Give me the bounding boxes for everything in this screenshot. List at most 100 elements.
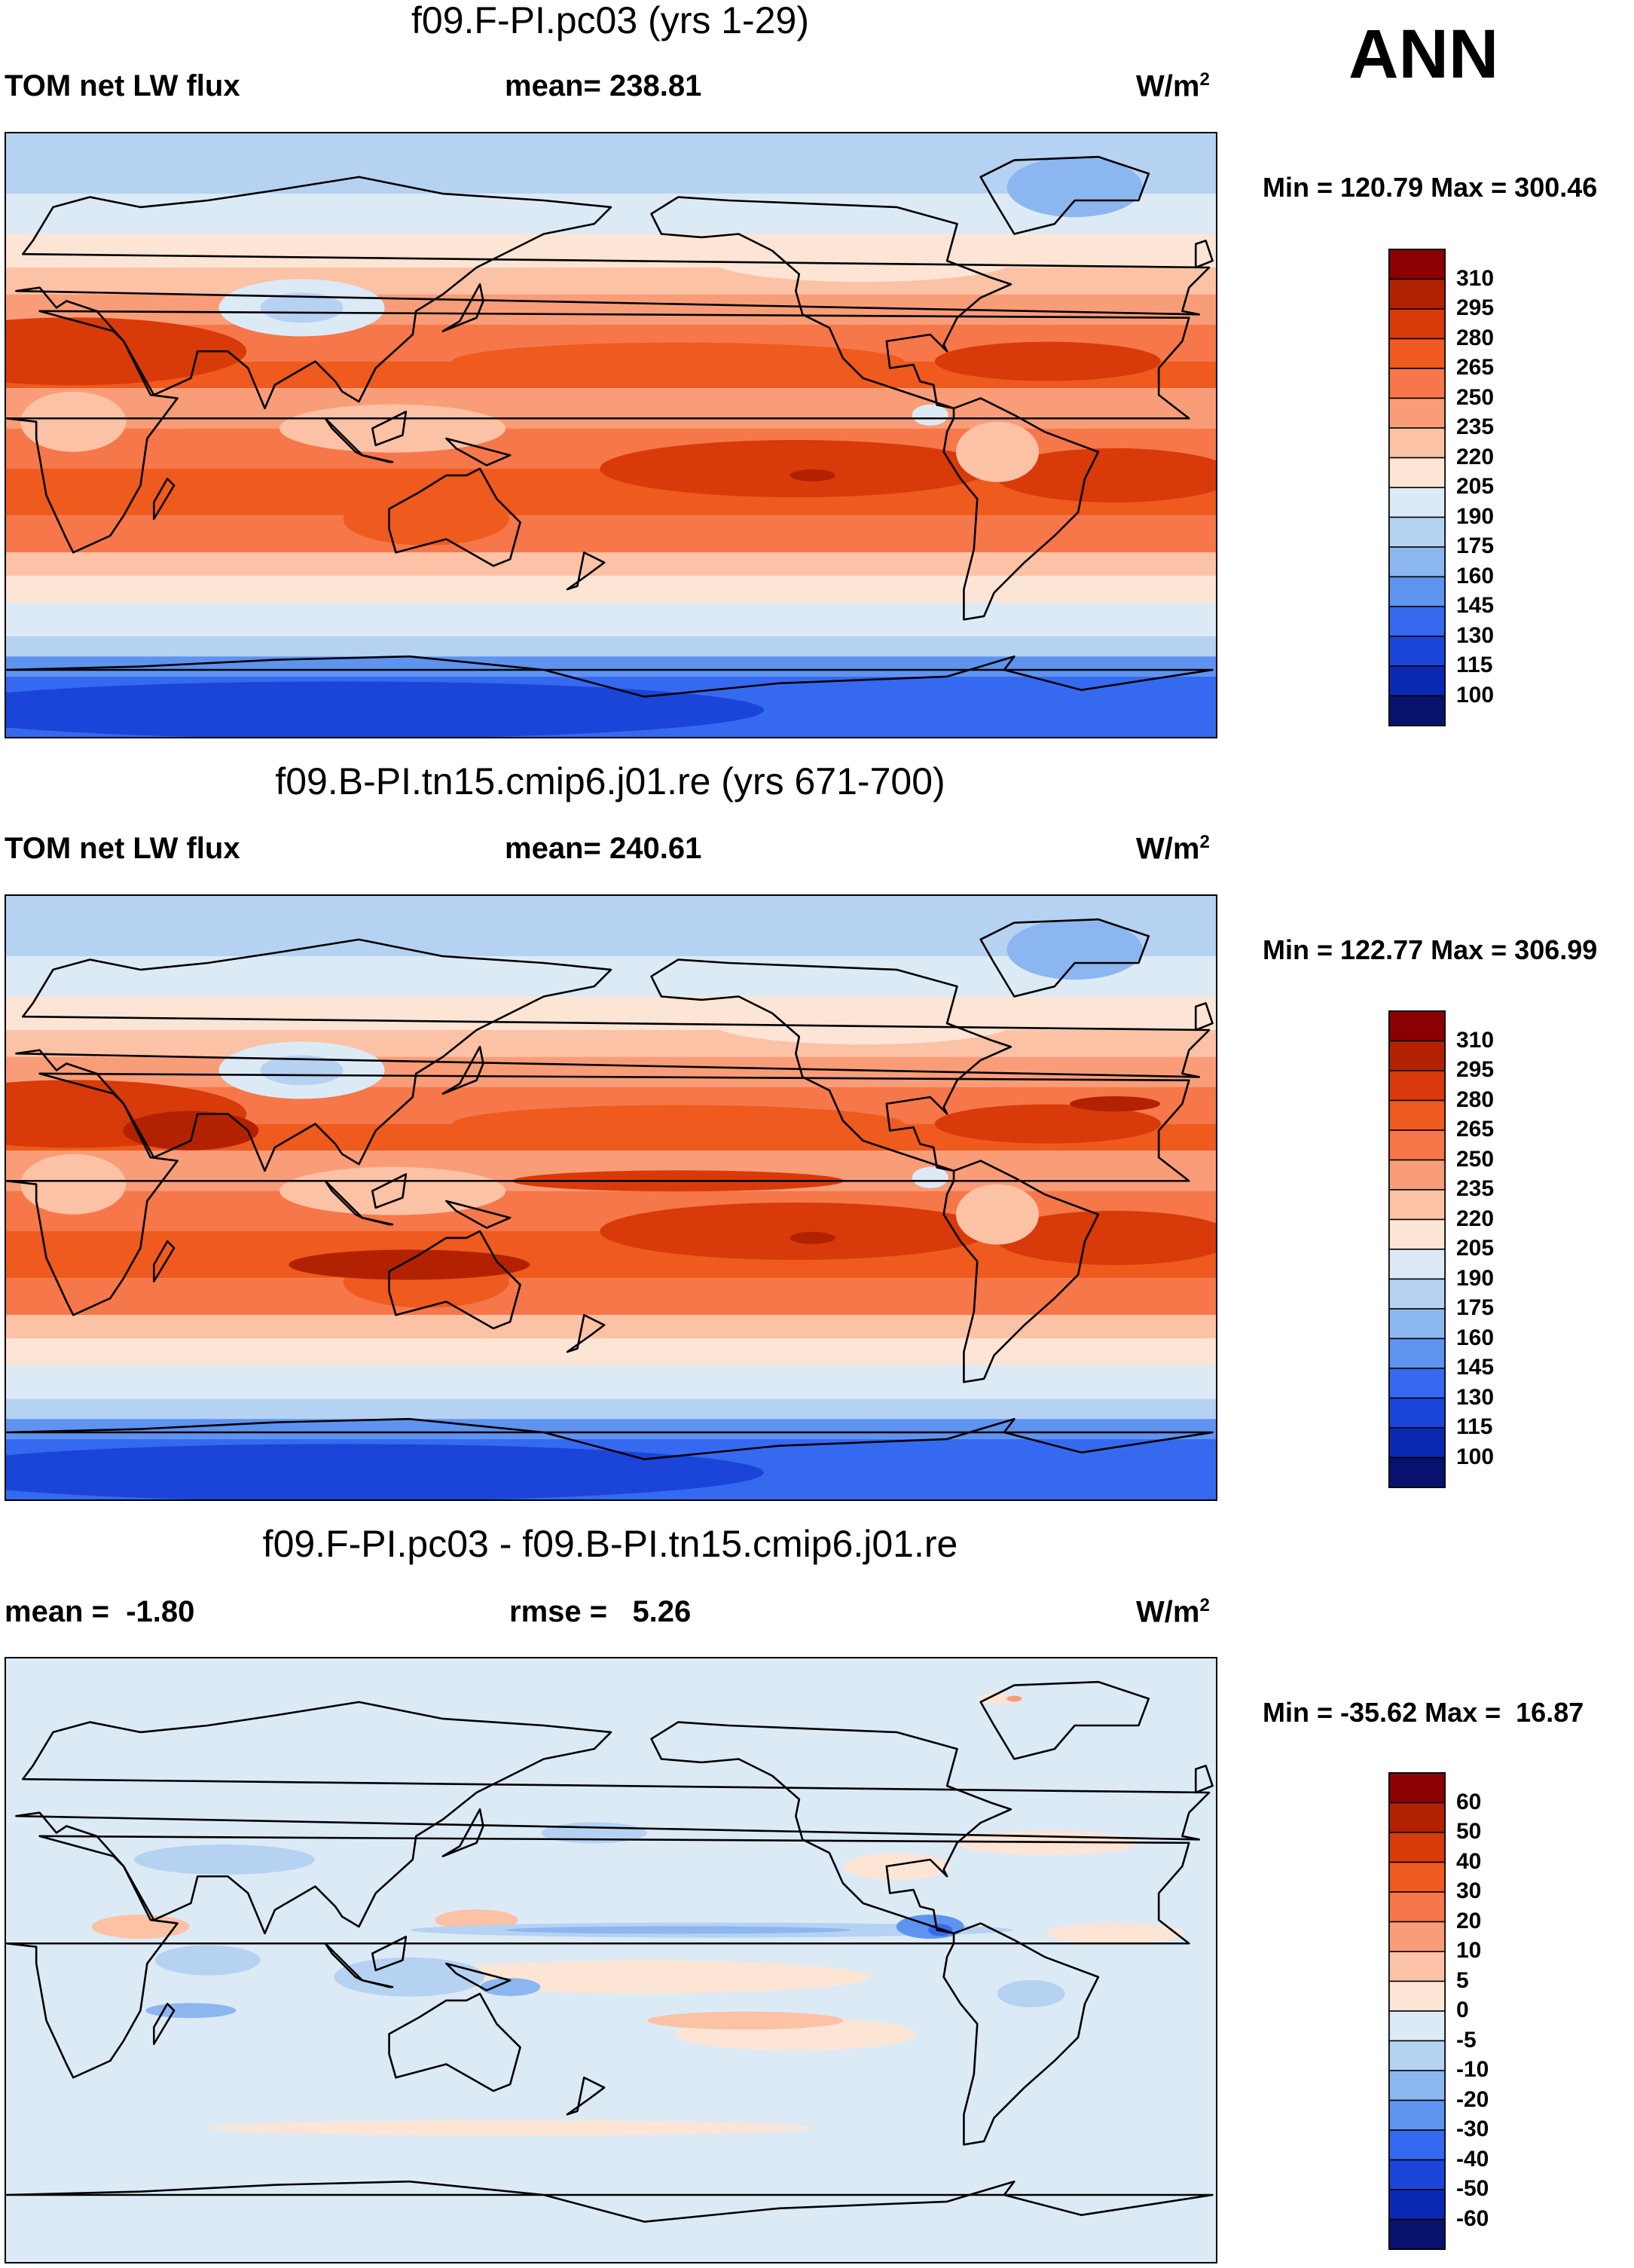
panel-1-title: f09.F-PI.pc03 (yrs 1-29) [411, 0, 809, 41]
colorbar-tick-label: 130 [1456, 622, 1495, 648]
panel-3-map [5, 1657, 1217, 2263]
coastline [6, 655, 1214, 698]
colorbar-bin [1389, 635, 1445, 667]
colorbar-tick-label: 205 [1456, 1236, 1495, 1261]
contour-region [6, 1444, 764, 1499]
contour-band [6, 636, 1216, 657]
colorbar-svg [1389, 1011, 1445, 1487]
colorbar-tick-label: -30 [1456, 2117, 1489, 2141]
coastline [388, 1230, 521, 1330]
panel-3-minmax: Min = -35.62 Max = 16.87 [1263, 1697, 1584, 1728]
colorbar-bin [1389, 1980, 1445, 2012]
coastline [1194, 1765, 1214, 1794]
coastline [324, 1179, 364, 1219]
contour-region [979, 1692, 1016, 1705]
panel-3-units: W/m2 [1136, 1595, 1210, 1629]
coastline [979, 918, 1150, 998]
colorbar-tick-label: 115 [1456, 1414, 1493, 1439]
contour-band [6, 552, 1216, 576]
coastline [979, 155, 1150, 235]
panel-1-map [5, 132, 1217, 738]
colorbar-tick-label: 130 [1456, 1384, 1495, 1410]
panel-3-colorbar [1388, 1772, 1446, 2250]
coastline [650, 1721, 1012, 1935]
colorbar-tick-label: 145 [1456, 1355, 1495, 1380]
coastline [15, 938, 1211, 1172]
contour-region [790, 469, 835, 481]
colorbar-bin [1389, 1802, 1445, 1833]
colorbar-tick-label: -5 [1456, 2027, 1477, 2053]
colorbar-bin [1389, 368, 1445, 399]
colorbar-tick-label: -40 [1456, 2146, 1489, 2172]
contour-region [260, 1055, 344, 1086]
contour-region [209, 2120, 812, 2135]
colorbar-bin [1389, 1861, 1445, 1893]
map-svg [6, 133, 1216, 737]
colorbar-bin [1389, 695, 1445, 726]
colorbar-bin [1389, 1189, 1445, 1221]
contour-region [712, 240, 1014, 283]
colorbar-tick-label: 100 [1456, 682, 1495, 708]
coastline [1194, 240, 1214, 269]
panel-3-rmse-label: rmse = 5.26 [509, 1595, 692, 1628]
colorbar-bin [1389, 2040, 1445, 2071]
coastline [371, 411, 408, 447]
contour-region [480, 1978, 541, 1997]
contour-region [1047, 1922, 1184, 1944]
units-base: W/m [1136, 832, 1200, 866]
colorbar-tick-label: -60 [1456, 2205, 1489, 2231]
colorbar-tick-label: 280 [1456, 325, 1495, 350]
colorbar-bin [1389, 1070, 1445, 1102]
map-svg [6, 1658, 1216, 2262]
colorbar-tick-label: 115 [1456, 653, 1493, 677]
colorbar-bin [1389, 427, 1445, 459]
colorbar-tick-label: 310 [1456, 265, 1495, 291]
colorbar-bin [1389, 606, 1445, 637]
contour-region [334, 1957, 485, 1997]
colorbar-bin [1389, 1368, 1445, 1399]
panel-1-colorbar [1388, 249, 1446, 726]
contour-region [1006, 157, 1143, 218]
contour-region [6, 317, 247, 386]
coastline [152, 2003, 176, 2046]
colorbar-tick-label: 220 [1456, 1206, 1495, 1231]
panel-1-minmax: Min = 120.79 Max = 300.46 [1263, 172, 1598, 203]
colorbar-bin [1389, 516, 1445, 548]
coastline [441, 283, 484, 332]
colorbar-tick-label: 310 [1456, 1027, 1495, 1053]
colorbar-bin [1389, 2159, 1445, 2190]
panel-2-units: W/m2 [1136, 832, 1210, 866]
contour-band [6, 388, 1216, 429]
colorbar-bin [1389, 1129, 1445, 1161]
colorbar-tick-label: 0 [1456, 1997, 1469, 2022]
contour-band [6, 515, 1216, 553]
contour-region [154, 1945, 261, 1976]
coastline [441, 1808, 484, 1857]
contour-region [600, 440, 992, 497]
colorbar-tick-label: 50 [1456, 1819, 1482, 1844]
contour-band [6, 656, 1216, 677]
colorbar-bin [1389, 487, 1445, 518]
panel-1-units: W/m2 [1136, 69, 1210, 103]
contour-region [91, 1915, 190, 1939]
colorbar-bin [1389, 457, 1445, 488]
units-exponent: 2 [1199, 69, 1210, 90]
coastline [566, 551, 606, 591]
coastline [566, 1313, 606, 1353]
colorbar-bin [1389, 1832, 1445, 1863]
contour-region [505, 1926, 852, 1934]
colorbar-tick-label: 265 [1456, 355, 1495, 380]
season-label: ANN [1348, 16, 1499, 93]
colorbar-tick-label: 5 [1456, 1967, 1469, 1993]
contour-region [912, 404, 948, 426]
colorbar-bin [1389, 2189, 1445, 2221]
contour-region [6, 681, 764, 737]
contour-band [6, 1030, 1216, 1057]
units-exponent: 2 [1199, 1595, 1210, 1615]
colorbar-tick-label: 60 [1456, 1789, 1482, 1814]
panel-1-left-label: TOM net LW flux [5, 69, 240, 102]
contour-band [6, 1056, 1216, 1087]
colorbar-tick-label: 190 [1456, 503, 1495, 529]
contour-band [6, 1315, 1216, 1339]
contour-region [343, 492, 509, 546]
